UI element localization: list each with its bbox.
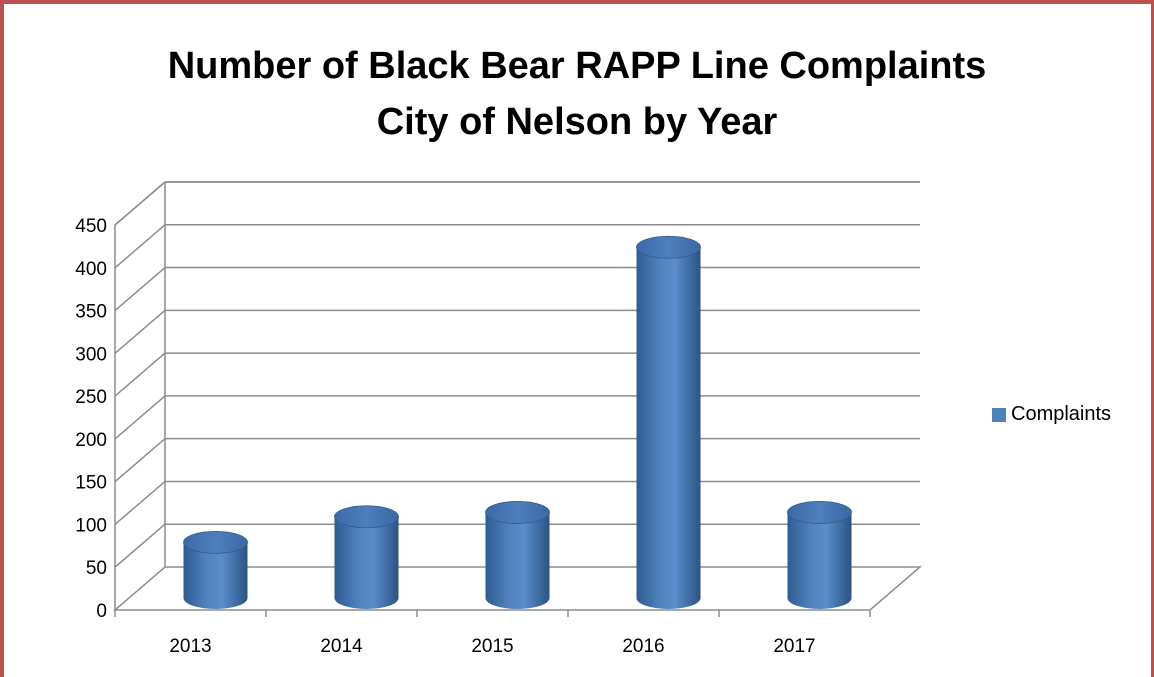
- bar: [485, 501, 550, 610]
- bar-body: [787, 512, 852, 610]
- side-gridline: [114, 523, 166, 568]
- y-tick-label: 400: [75, 259, 107, 280]
- bar-cap: [183, 530, 248, 554]
- bar-body: [183, 542, 248, 610]
- bar-cap: [636, 235, 701, 259]
- bar-body: [334, 516, 399, 610]
- y-tick-label: 100: [75, 515, 107, 536]
- bar-body: [636, 247, 701, 610]
- chart-title: Number of Black Bear RAPP Line Complaint…: [0, 38, 1154, 150]
- side-gridline: [114, 266, 166, 312]
- x-tick-label: 2017: [773, 636, 815, 657]
- chart-title-line-2: City of Nelson by Year: [376, 101, 778, 143]
- y-tick-label: 300: [75, 344, 107, 365]
- bar: [183, 530, 248, 610]
- y-tick-label: 250: [75, 387, 107, 408]
- bars: [183, 235, 852, 610]
- side-gridline: [114, 352, 166, 397]
- y-tick-label: 450: [75, 216, 107, 237]
- side-gridline: [114, 438, 166, 483]
- side-gridline: [114, 181, 166, 226]
- side-gridline: [114, 480, 166, 526]
- gridlines: [112, 181, 923, 611]
- bar-body: [485, 512, 550, 610]
- bar: [334, 505, 399, 610]
- bar-cap: [334, 505, 399, 529]
- y-tick-label: 350: [75, 302, 107, 323]
- x-tick-label: 2014: [320, 636, 363, 657]
- x-tick-label: 2013: [169, 636, 211, 657]
- y-axis-ticks: 0 50 100 150 200 250 300 350 400 450: [75, 216, 107, 622]
- bar: [636, 235, 701, 610]
- legend-swatch: [992, 407, 1006, 422]
- y-tick-label: 200: [75, 430, 107, 451]
- bar-cap: [787, 501, 852, 524]
- floor: [112, 566, 923, 611]
- bar-cap: [485, 501, 550, 524]
- legend-label: Complaints: [1011, 403, 1112, 425]
- y-tick-label: 50: [86, 558, 107, 579]
- side-gridline: [114, 395, 166, 440]
- x-axis-ticks: 2013 2014 2015 2016 2017: [114, 610, 871, 657]
- x-tick-label: 2016: [622, 636, 664, 657]
- side-gridline: [114, 309, 166, 354]
- legend: Complaints: [992, 403, 1111, 426]
- y-tick-label: 0: [96, 601, 107, 622]
- y-tick-label: 150: [75, 473, 107, 494]
- side-gridline: [114, 224, 166, 269]
- chart-title-line-1: Number of Black Bear RAPP Line Complaint…: [167, 45, 987, 87]
- bar: [787, 501, 852, 610]
- x-tick-label: 2015: [471, 636, 513, 657]
